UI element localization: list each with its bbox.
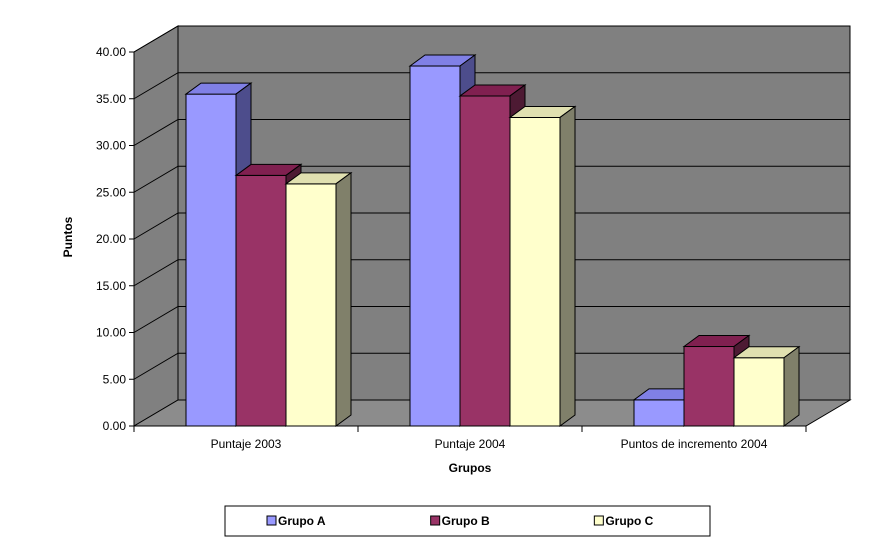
gridline: [133, 72, 850, 100]
legend-box: [224, 505, 711, 537]
y-tick-label: 10.00: [96, 326, 126, 340]
bar-front: [235, 174, 287, 427]
bar-side: [783, 345, 800, 427]
y-tick-label: 35.00: [96, 92, 126, 106]
y-tick-label: 0.00: [103, 419, 127, 433]
gridline: [133, 259, 850, 287]
y-tick-label: 20.00: [96, 232, 126, 246]
legend-swatch: [430, 515, 441, 526]
bar-front: [733, 357, 785, 427]
y-tick-label: 15.00: [96, 279, 126, 293]
legend-swatch: [266, 515, 277, 526]
legend-label: Grupo A: [278, 514, 326, 528]
y-axis-ticks: 0.00 5.00 10.00 15.00 20.00 25.00 30.00 35.00 40…: [96, 45, 134, 433]
gridline: [133, 25, 850, 53]
legend-label: Grupo C: [605, 514, 653, 528]
y-tick-label: 30.00: [96, 139, 126, 153]
bar: [284, 171, 353, 427]
bar-front: [509, 116, 561, 427]
y-tick-label: 25.00: [96, 185, 126, 199]
y-axis-title: Puntos: [61, 216, 75, 257]
x-tick-label: Puntos de incremento 2004: [621, 437, 768, 451]
bar: [508, 105, 577, 427]
legend-swatch: [593, 515, 604, 526]
bar-side: [559, 105, 576, 427]
gridline: [133, 119, 850, 146]
y-tick-label: 40.00: [96, 45, 126, 59]
bar-front: [683, 346, 735, 427]
bar-front: [285, 183, 337, 427]
bar-side: [335, 171, 352, 427]
bar-front: [633, 399, 685, 427]
bar-front: [459, 95, 511, 427]
x-axis-title: Grupos: [449, 461, 492, 475]
bar-front: [185, 93, 237, 427]
y-tick-label: 5.00: [103, 372, 127, 386]
bar: [732, 345, 801, 427]
bar-front: [409, 65, 461, 427]
x-tick-label: Puntaje 2004: [435, 437, 506, 451]
gridline: [133, 306, 850, 333]
x-axis-ticks: Puntaje 2003 Puntaje 2004 Puntos de increm…: [133, 426, 807, 451]
gridline: [133, 352, 850, 380]
gridline: [133, 165, 850, 193]
legend: Grupo A Grupo B Grupo C: [224, 505, 711, 537]
x-tick-label: Puntaje 2003: [211, 437, 282, 451]
gridlines: [133, 25, 850, 380]
legend-label: Grupo B: [442, 514, 490, 528]
bars: [184, 54, 801, 427]
gridline: [133, 212, 850, 240]
